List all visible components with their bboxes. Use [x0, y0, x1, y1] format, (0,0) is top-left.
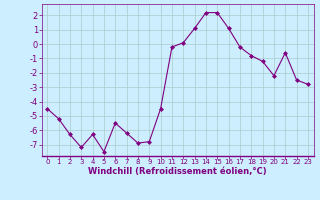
X-axis label: Windchill (Refroidissement éolien,°C): Windchill (Refroidissement éolien,°C) — [88, 167, 267, 176]
